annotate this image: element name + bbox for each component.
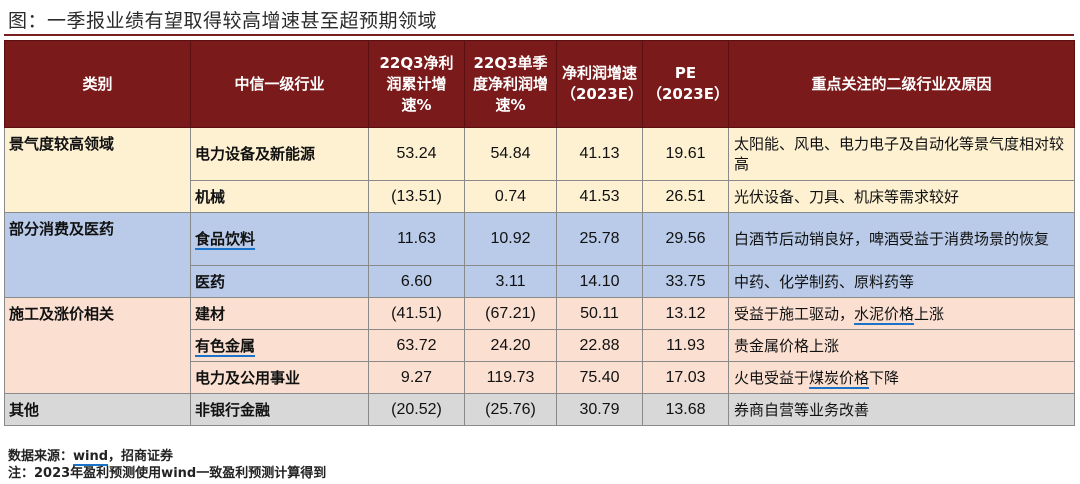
source-prefix: 数据来源： (8, 449, 74, 464)
pe-cell: 17.03 (642, 361, 729, 394)
col-header-q3-single: 22Q3单季度净利润增速% (464, 40, 557, 128)
pe-cell: 19.61 (642, 127, 729, 181)
industry-label: 食品饮料 (195, 230, 256, 248)
value-cell: (67.21) (464, 297, 557, 330)
value-cell: 25.78 (556, 212, 643, 266)
table-row: 有色金属 63.72 24.20 22.88 11.93 贵金属价格上涨 (5, 329, 1075, 362)
pe-cell: 26.51 (642, 180, 729, 213)
industry-cell: 有色金属 (190, 329, 369, 362)
table-row: 电力及公用事业 9.27 119.73 75.40 17.03 火电受益于煤炭价… (5, 361, 1075, 394)
reason-highlight: 水泥价格 (854, 304, 915, 323)
pe-cell: 33.75 (642, 265, 729, 298)
value-cell: 24.20 (464, 329, 557, 362)
reason-cell: 中药、化学制药、原料药等 (728, 265, 1075, 298)
table-row: 其他 非银行金融 (20.52) (25.76) 30.79 13.68 券商自… (4, 393, 1075, 426)
pe-cell: 11.93 (642, 329, 729, 362)
value-cell: 75.40 (556, 361, 643, 394)
value-cell: 63.72 (368, 329, 465, 362)
reason-cell: 白酒节后动销良好，啤酒受益于消费场景的恢复 (728, 212, 1075, 266)
value-cell: 50.11 (556, 297, 643, 330)
source-note: 数据来源：wind，招商证券 (8, 448, 326, 465)
col-header-reason: 重点关注的二级行业及原因 (728, 40, 1075, 128)
forecast-note: 注：2023年盈利预测使用wind一致盈利预测计算得到 (8, 466, 327, 481)
value-cell: 14.10 (556, 265, 643, 298)
value-cell: 30.79 (556, 393, 643, 426)
value-cell: (25.76) (464, 393, 557, 426)
col-header-industry: 中信一级行业 (190, 40, 369, 128)
pe-cell: 29.56 (642, 212, 729, 266)
value-cell: 53.24 (368, 127, 465, 181)
category-cell: 其他 (4, 393, 191, 426)
industry-cell: 非银行金融 (190, 393, 369, 426)
table-header-row: 类别 中信一级行业 22Q3净利润累计增速% 22Q3单季度净利润增速% 净利润… (4, 40, 1075, 128)
reason-highlight: 煤炭价格 (809, 368, 870, 387)
page-title: 图：一季报业绩有望取得较高增速甚至超预期领域 (8, 10, 438, 32)
reason-text: 上涨 (914, 304, 945, 323)
value-cell: 119.73 (464, 361, 557, 394)
industry-cell: 建材 (190, 297, 369, 330)
reason-cell: 贵金属价格上涨 (728, 329, 1075, 362)
source-wind: wind (73, 449, 109, 464)
table-row: 景气度较高领域 电力设备及新能源 53.24 54.84 41.13 19.61… (4, 127, 1075, 213)
table-row: 医药 6.60 3.11 14.10 33.75 中药、化学制药、原料药等 (5, 265, 1075, 298)
category-cell: 景气度较高领域 (4, 127, 191, 213)
table-row: 部分消费及医药 食品饮料 11.63 10.92 25.78 29.56 白酒节… (4, 212, 1075, 298)
industry-cell: 食品饮料 (190, 212, 369, 266)
value-cell: (20.52) (368, 393, 465, 426)
reason-cell: 太阳能、风电、电力电子及自动化等景气度相对较高 (728, 127, 1075, 181)
col-header-pe-2023e: PE（2023E） (642, 40, 729, 128)
footnotes: 数据来源：wind，招商证券 注：2023年盈利预测使用wind一致盈利预测计算… (8, 448, 326, 482)
data-table: 类别 中信一级行业 22Q3净利润累计增速% 22Q3单季度净利润增速% 净利润… (4, 40, 1075, 426)
pe-cell: 13.12 (642, 297, 729, 330)
industry-cell: 医药 (190, 265, 369, 298)
value-cell: 54.84 (464, 127, 557, 181)
reason-text: 火电受益于 (734, 368, 810, 387)
col-header-growth-2023e: 净利润增速（2023E） (556, 40, 643, 128)
table-row: 施工及涨价相关 建材 (41.51) (67.21) 50.11 13.12 受… (4, 297, 1075, 394)
value-cell: 10.92 (464, 212, 557, 266)
reason-text: 下降 (869, 368, 900, 387)
industry-cell: 电力及公用事业 (190, 361, 369, 394)
value-cell: (13.51) (368, 180, 465, 213)
value-cell: 22.88 (556, 329, 643, 362)
value-cell: 11.63 (368, 212, 465, 266)
industry-label: 有色金属 (195, 336, 256, 355)
pe-cell: 13.68 (642, 393, 729, 426)
value-cell: 0.74 (464, 180, 557, 213)
reason-cell: 券商自营等业务改善 (728, 393, 1075, 426)
reason-cell: 受益于施工驱动，水泥价格上涨 (728, 297, 1075, 330)
source-suffix: ，招商证券 (108, 449, 174, 464)
reason-cell: 光伏设备、刀具、机床等需求较好 (728, 180, 1075, 213)
title-divider (4, 34, 1074, 36)
value-cell: 3.11 (464, 265, 557, 298)
value-cell: 6.60 (368, 265, 465, 298)
value-cell: 9.27 (368, 361, 465, 394)
value-cell: (41.51) (368, 297, 465, 330)
value-cell: 41.13 (556, 127, 643, 181)
table-row: 机械 (13.51) 0.74 41.53 26.51 光伏设备、刀具、机床等需… (5, 180, 1075, 213)
reason-cell: 火电受益于煤炭价格下降 (728, 361, 1075, 394)
reason-text: 受益于施工驱动， (734, 304, 855, 323)
category-cell: 部分消费及医药 (4, 212, 191, 298)
category-cell: 施工及涨价相关 (4, 297, 191, 394)
col-header-category: 类别 (4, 40, 191, 128)
industry-cell: 机械 (190, 180, 369, 213)
industry-cell: 电力设备及新能源 (190, 127, 369, 181)
col-header-q3-cumulative: 22Q3净利润累计增速% (368, 40, 465, 128)
value-cell: 41.53 (556, 180, 643, 213)
